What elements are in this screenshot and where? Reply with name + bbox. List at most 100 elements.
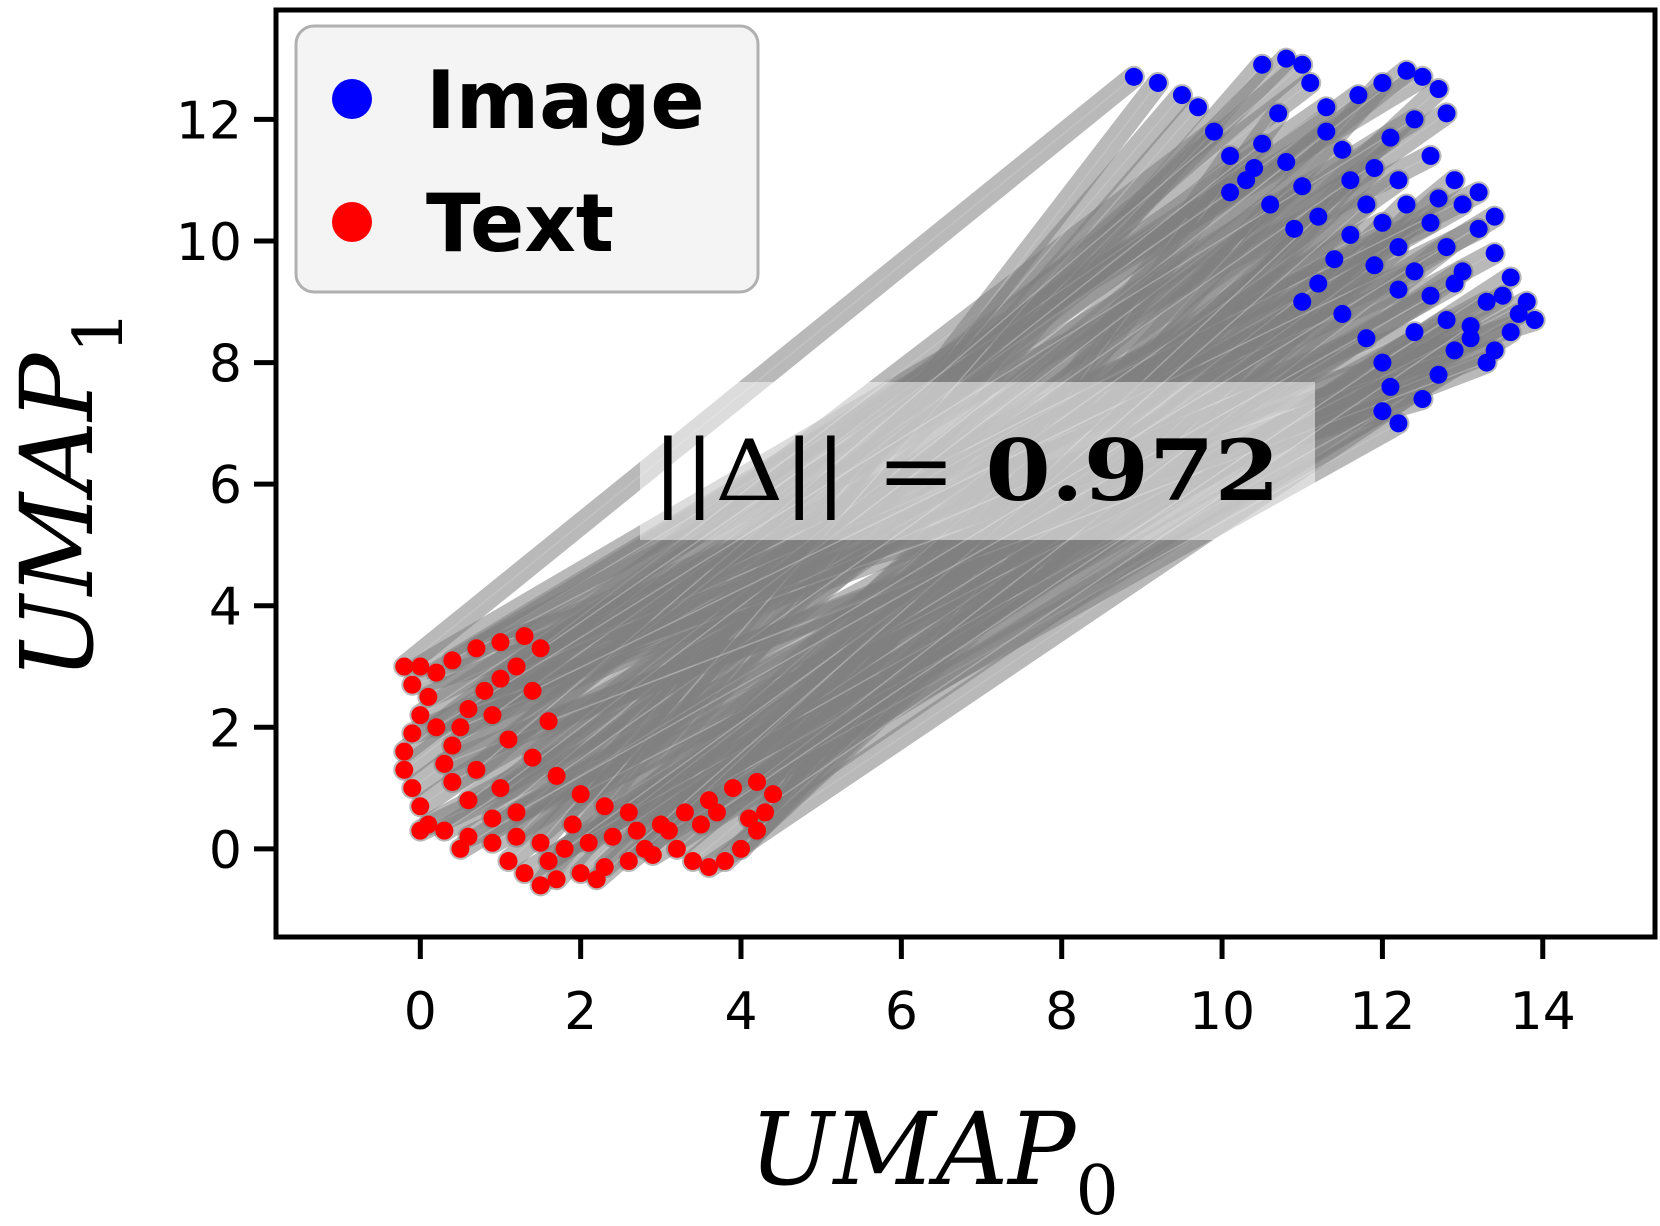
image-point [1325, 250, 1344, 269]
image-point [1148, 73, 1167, 92]
text-point [483, 706, 502, 725]
text-point [675, 803, 694, 822]
text-point [691, 815, 710, 834]
text-point [507, 803, 526, 822]
image-point [1253, 134, 1272, 153]
image-point [1421, 146, 1440, 165]
connector-line [738, 315, 1482, 830]
image-point [1341, 171, 1360, 190]
image-point [1477, 292, 1496, 311]
image-point [1293, 55, 1312, 74]
text-point [619, 803, 638, 822]
image-point [1277, 49, 1296, 68]
connector-line [393, 65, 1145, 678]
text-point [531, 833, 550, 852]
text-point [715, 852, 734, 871]
text-point [531, 876, 550, 895]
text-point [659, 821, 678, 840]
image-point [1333, 140, 1352, 159]
image-point [1501, 323, 1520, 342]
data-points [395, 49, 1544, 895]
legend-marker-text [332, 202, 372, 242]
legend-marker-image [332, 79, 372, 119]
image-point [1172, 86, 1191, 105]
axis-ticks: 0 2 4 6 8 10 12 14 0 2 4 6 8 10 12 [176, 91, 1576, 1042]
x-tick-label: 10 [1189, 982, 1255, 1042]
text-point [491, 779, 510, 798]
plot-frame [273, 7, 1658, 940]
y-tick-label: 2 [209, 699, 242, 759]
image-point [1477, 353, 1496, 372]
text-point [507, 657, 526, 676]
image-point [1429, 189, 1448, 208]
image-point [1397, 195, 1416, 214]
text-point [563, 815, 582, 834]
y-tick-label: 12 [176, 91, 242, 151]
text-point [467, 639, 486, 658]
text-point [443, 651, 462, 670]
text-point [483, 833, 502, 852]
text-point [499, 852, 518, 871]
text-point [667, 839, 686, 858]
image-point [1389, 171, 1408, 190]
image-point [1365, 159, 1384, 178]
image-point [1309, 274, 1328, 293]
image-point [1437, 238, 1456, 257]
text-point [619, 852, 638, 871]
text-point [507, 827, 526, 846]
text-point [443, 772, 462, 791]
text-point [475, 681, 494, 700]
legend: Image Text [294, 24, 760, 294]
text-point [740, 809, 759, 828]
text-point [523, 748, 542, 767]
image-point [1349, 86, 1368, 105]
text-point [411, 797, 430, 816]
connector-highlight [748, 325, 1472, 820]
text-point [579, 833, 598, 852]
image-point [1373, 402, 1392, 421]
text-point [531, 639, 550, 658]
text-point [515, 864, 534, 883]
image-point [1253, 55, 1272, 74]
image-point [1453, 195, 1472, 214]
image-point [1397, 61, 1416, 80]
x-tick-label: 8 [1045, 982, 1078, 1042]
image-point [1421, 286, 1440, 305]
text-point [435, 754, 454, 773]
text-point [515, 627, 534, 646]
x-tick-label: 14 [1510, 982, 1576, 1042]
text-point [435, 821, 454, 840]
image-point [1421, 213, 1440, 232]
text-point [403, 724, 422, 743]
image-point [1301, 73, 1320, 92]
image-point [1277, 152, 1296, 171]
text-point [555, 839, 574, 858]
text-point [427, 663, 446, 682]
image-point [1389, 414, 1408, 433]
image-point [1437, 311, 1456, 330]
image-point [1317, 122, 1336, 141]
image-point [1405, 323, 1424, 342]
y-axis-title-base: UMAP [0, 352, 116, 680]
image-point [1309, 207, 1328, 226]
legend-label-image: Image [426, 54, 705, 147]
text-point [523, 681, 542, 700]
image-point [1221, 146, 1240, 165]
text-point [571, 785, 590, 804]
text-point [459, 700, 478, 719]
x-axis-title: UMAP0 [749, 1091, 1118, 1226]
y-tick-label: 10 [176, 213, 242, 273]
text-point [539, 852, 558, 871]
text-point [627, 821, 646, 840]
image-point [1261, 195, 1280, 214]
x-tick-label: 6 [885, 982, 918, 1042]
image-point [1341, 225, 1360, 244]
x-tick-label: 12 [1349, 982, 1415, 1042]
connector-highlight [403, 76, 1135, 668]
image-point [1245, 159, 1264, 178]
text-point [443, 736, 462, 755]
image-point [1525, 311, 1544, 330]
y-tick-label: 0 [209, 821, 242, 881]
x-tick-label: 4 [724, 982, 757, 1042]
image-point [1485, 207, 1504, 226]
